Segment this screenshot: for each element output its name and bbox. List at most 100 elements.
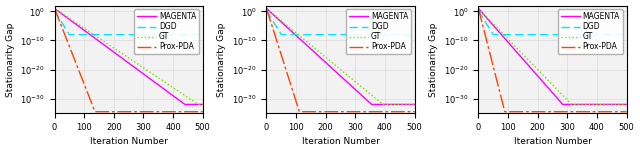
GT <box>88 32 95 34</box>
MAGENTA <box>51 8 58 9</box>
Line: GT: GT <box>266 9 415 104</box>
Line: MAGENTA: MAGENTA <box>479 9 627 104</box>
MAGENTA <box>262 8 270 9</box>
DGD <box>518 34 525 36</box>
Line: Prox-PDA: Prox-PDA <box>54 9 203 112</box>
GT <box>358 86 365 88</box>
Prox-PDA <box>94 111 102 113</box>
GT <box>305 43 313 45</box>
MAGENTA <box>305 47 313 49</box>
X-axis label: Iteration Number: Iteration Number <box>90 137 168 146</box>
Prox-PDA <box>317 111 324 113</box>
GT <box>568 104 575 105</box>
Prox-PDA <box>148 111 156 113</box>
Prox-PDA <box>598 111 605 113</box>
GT <box>173 89 181 91</box>
Prox-PDA <box>300 111 307 113</box>
Prox-PDA <box>623 111 630 113</box>
Prox-PDA <box>570 111 578 113</box>
GT <box>195 104 202 105</box>
Line: MAGENTA: MAGENTA <box>266 9 415 104</box>
GT <box>379 104 387 105</box>
DGD <box>262 10 270 12</box>
GT <box>51 8 58 9</box>
DGD <box>147 34 154 36</box>
MAGENTA <box>559 104 566 105</box>
GT <box>475 8 483 9</box>
MAGENTA <box>148 79 156 81</box>
Prox-PDA <box>92 111 99 113</box>
MAGENTA <box>181 104 189 105</box>
DGD <box>475 10 483 12</box>
GT <box>598 104 605 105</box>
Line: Prox-PDA: Prox-PDA <box>266 9 415 112</box>
MAGENTA <box>93 39 101 41</box>
DGD <box>358 34 366 36</box>
Prox-PDA <box>105 111 113 113</box>
X-axis label: Iteration Number: Iteration Number <box>513 137 591 146</box>
DGD <box>490 34 497 36</box>
Y-axis label: Stationarity Gap: Stationarity Gap <box>6 22 15 97</box>
Legend: MAGENTA, DGD, GT, Prox-PDA: MAGENTA, DGD, GT, Prox-PDA <box>558 9 623 54</box>
Legend: MAGENTA, DGD, GT, Prox-PDA: MAGENTA, DGD, GT, Prox-PDA <box>134 9 199 54</box>
DGD <box>411 34 419 36</box>
MAGENTA <box>518 57 525 58</box>
Y-axis label: Stationarity Gap: Stationarity Gap <box>429 22 438 97</box>
GT <box>570 104 578 105</box>
Prox-PDA <box>262 8 270 9</box>
DGD <box>570 34 578 36</box>
Legend: MAGENTA, DGD, GT, Prox-PDA: MAGENTA, DGD, GT, Prox-PDA <box>346 9 411 54</box>
DGD <box>306 34 314 36</box>
GT <box>262 8 270 9</box>
DGD <box>88 34 95 36</box>
GT <box>623 104 630 105</box>
Prox-PDA <box>306 111 314 113</box>
Prox-PDA <box>475 8 483 9</box>
MAGENTA <box>368 104 376 105</box>
Prox-PDA <box>385 111 393 113</box>
MAGENTA <box>475 8 483 9</box>
Line: GT: GT <box>479 9 627 104</box>
MAGENTA <box>385 104 393 105</box>
Y-axis label: Stationarity Gap: Stationarity Gap <box>218 22 227 97</box>
DGD <box>360 34 368 36</box>
DGD <box>65 34 73 36</box>
MAGENTA <box>570 104 578 105</box>
MAGENTA <box>529 69 536 71</box>
DGD <box>385 34 393 36</box>
MAGENTA <box>358 95 365 97</box>
MAGENTA <box>88 35 95 36</box>
DGD <box>623 34 630 36</box>
Prox-PDA <box>511 111 519 113</box>
MAGENTA <box>317 57 324 59</box>
MAGENTA <box>104 47 112 49</box>
DGD <box>173 34 181 36</box>
Prox-PDA <box>358 111 366 113</box>
GT <box>572 104 580 105</box>
MAGENTA <box>360 96 367 98</box>
DGD <box>572 34 580 36</box>
X-axis label: Iteration Number: Iteration Number <box>301 137 380 146</box>
DGD <box>511 34 519 36</box>
DGD <box>94 34 102 36</box>
GT <box>411 104 419 105</box>
DGD <box>51 10 58 12</box>
MAGENTA <box>146 78 154 80</box>
Line: GT: GT <box>54 9 203 104</box>
MAGENTA <box>173 98 181 100</box>
Line: DGD: DGD <box>54 11 203 35</box>
DGD <box>148 34 156 36</box>
GT <box>317 52 324 54</box>
Prox-PDA <box>529 111 536 113</box>
Prox-PDA <box>88 101 95 103</box>
GT <box>360 88 367 90</box>
Prox-PDA <box>501 111 509 113</box>
DGD <box>300 34 307 36</box>
MAGENTA <box>300 41 307 43</box>
Line: Prox-PDA: Prox-PDA <box>479 9 627 112</box>
Prox-PDA <box>360 111 368 113</box>
GT <box>385 104 393 105</box>
MAGENTA <box>511 49 519 51</box>
Prox-PDA <box>173 111 181 113</box>
GT <box>518 52 525 54</box>
